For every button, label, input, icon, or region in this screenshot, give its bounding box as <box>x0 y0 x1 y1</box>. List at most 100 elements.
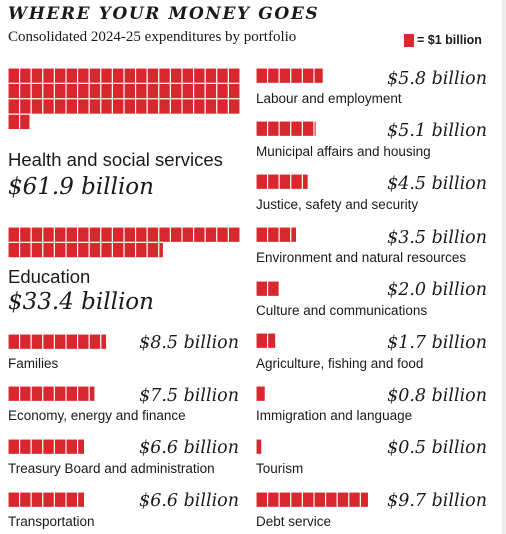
billion-block <box>65 491 79 508</box>
billion-block <box>255 491 269 508</box>
billion-block <box>100 82 113 100</box>
category-label: Debt service <box>256 514 331 529</box>
billion-block <box>359 491 370 508</box>
billion-block <box>42 241 55 259</box>
billion-block <box>193 226 206 243</box>
billion-block <box>267 67 280 84</box>
billion-block <box>255 67 269 84</box>
billion-block <box>7 491 21 508</box>
category-label: Education <box>8 266 90 287</box>
billion-block <box>30 82 44 100</box>
value-label: $8.5 billion <box>139 333 239 353</box>
billion-block <box>42 438 55 455</box>
billion-block <box>19 226 32 243</box>
value-label: $6.6 billion <box>139 491 239 511</box>
billion-block <box>42 82 55 100</box>
billion-block <box>65 67 79 84</box>
portfolio-immigration-and-language: Immigration and language $0.8 billion <box>255 385 487 423</box>
billion-block <box>7 226 21 243</box>
billion-block <box>278 120 292 137</box>
portfolio-treasury-board-and-administration: Treasury Board and administration $6.6 bi… <box>7 438 239 476</box>
billion-block <box>7 333 21 350</box>
billion-block <box>336 491 350 508</box>
billion-block <box>42 226 55 243</box>
billion-block <box>255 385 266 402</box>
billion-block <box>290 67 303 84</box>
billion-block <box>204 67 218 84</box>
billion-block <box>181 98 195 115</box>
billion-block <box>227 226 241 243</box>
chart-title: WHERE YOUR MONEY GOES <box>8 4 320 24</box>
billion-block <box>227 67 241 84</box>
billion-block <box>204 82 218 100</box>
billion-block <box>65 333 79 350</box>
billion-block <box>53 98 67 115</box>
value-label: $4.5 billion <box>387 174 487 194</box>
value-label: $7.5 billion <box>139 386 239 406</box>
billion-block <box>158 82 171 100</box>
billion-block <box>53 226 67 243</box>
billion-block <box>169 82 183 100</box>
value-label: $9.7 billion <box>387 491 487 511</box>
category-label: Transportation <box>8 514 95 529</box>
billion-block <box>255 120 269 137</box>
billion-block <box>77 241 90 259</box>
billion-block <box>290 226 298 243</box>
billion-block <box>181 82 195 100</box>
billion-block <box>267 280 280 297</box>
billion-block <box>146 98 160 115</box>
billion-block <box>216 226 229 243</box>
billion-block <box>42 385 55 402</box>
category-label: Immigration and language <box>256 408 412 423</box>
billion-block <box>267 120 280 137</box>
billion-block <box>19 491 32 508</box>
billion-block <box>301 120 315 137</box>
category-label: Families <box>8 356 59 371</box>
scrollbar[interactable] <box>502 0 506 534</box>
billion-block <box>30 67 44 84</box>
billion-block <box>278 226 292 243</box>
billion-block <box>77 226 90 243</box>
billion-block <box>135 226 148 243</box>
category-label: Health and social services <box>8 149 223 170</box>
chart-subtitle: Consolidated 2024-25 expenditures by por… <box>8 29 297 45</box>
billion-block <box>100 67 113 84</box>
billion-block <box>30 491 44 508</box>
billion-block <box>123 98 137 115</box>
portfolio-agriculture-fishing-and-food: Agriculture, fishing and food $1.7 billio… <box>255 332 487 371</box>
billion-block <box>19 113 31 131</box>
billion-block <box>204 226 218 243</box>
billion-block <box>7 67 21 84</box>
billion-block <box>53 438 67 455</box>
billion-block <box>255 280 269 297</box>
billion-block <box>267 491 280 508</box>
category-label: Municipal affairs and housing <box>256 144 431 159</box>
value-label: $3.5 billion <box>387 228 487 248</box>
billion-block <box>65 226 79 243</box>
billion-block <box>290 491 303 508</box>
billion-block <box>77 67 90 84</box>
billion-block <box>135 67 148 84</box>
billion-block <box>65 98 79 115</box>
category-label: Culture and communications <box>256 303 427 318</box>
billion-block <box>255 173 269 190</box>
billion-block <box>255 226 269 243</box>
category-label: Labour and employment <box>256 91 402 106</box>
billion-block <box>53 491 67 508</box>
billion-block <box>313 120 317 137</box>
billion-block <box>30 385 44 402</box>
billion-block <box>111 241 125 259</box>
billion-block <box>301 491 315 508</box>
billion-block <box>146 67 160 84</box>
billion-block <box>267 173 280 190</box>
billion-block <box>65 385 79 402</box>
billion-block <box>53 67 67 84</box>
billion-block <box>348 491 361 508</box>
billion-block <box>278 173 292 190</box>
billion-block <box>42 491 55 508</box>
billion-block <box>53 385 67 402</box>
billion-block <box>30 333 44 350</box>
billion-block <box>77 438 86 455</box>
billion-block <box>290 120 303 137</box>
